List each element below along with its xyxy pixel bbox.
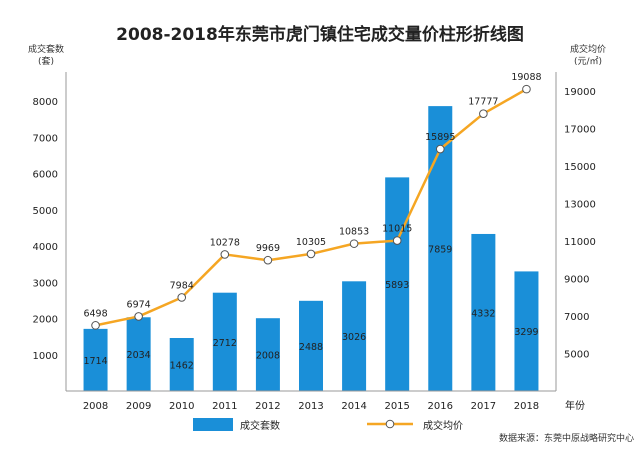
price-value-label: 10278 [210,237,240,248]
price-value-label: 7984 [170,280,194,291]
left-tick-label: 8000 [33,97,58,108]
right-axis-unit: (元/㎡) [574,56,602,67]
price-point [306,249,316,259]
legend-bar-label: 成交套数 [240,419,280,432]
bar [471,233,496,391]
right-tick-label: 17000 [564,124,596,135]
data-source: 数据来源：东莞中原战略研究中心 [499,432,634,444]
left-axis-ticks: 1000 2000 3000 4000 5000 6000 7000 8000 [33,97,58,362]
right-axis-ticks: 5000 7000 9000 11000 13000 15000 17000 19000 [564,87,596,361]
legend-bar-swatch [193,418,233,431]
bar [83,328,108,391]
x-axis-ticks: 2008 2009 2010 2011 2012 2013 2014 2015 2016 2017… [83,401,539,412]
bar [514,271,539,391]
price-line [95,88,528,327]
legend-line-marker [385,419,395,429]
x-tick-label: 2015 [384,401,409,412]
bar-series: 1714 2034 1462 2712 2008 2488 3026 5893 7859 4332… [83,106,539,391]
left-tick-label: 1000 [33,351,58,362]
x-tick-label: 2008 [83,401,108,412]
bar-value-label: 1462 [170,361,194,372]
bar-value-label: 4332 [471,308,495,319]
bar [212,292,237,391]
x-tick-label: 2013 [298,401,323,412]
left-axis-title: 成交套数 [28,43,64,55]
left-tick-label: 2000 [33,315,58,326]
price-point [349,239,359,248]
x-tick-label: 2014 [341,401,366,412]
price-value-label: 9969 [256,243,280,254]
x-tick-label: 2011 [212,401,237,412]
bar-value-label: 2034 [127,350,151,361]
left-tick-label: 5000 [33,206,58,217]
bar-value-label: 7859 [428,245,452,256]
x-tick-label: 2017 [471,401,496,412]
x-tick-label: 2016 [428,401,453,412]
bar-value-label: 2008 [256,351,280,362]
bar-value-label: 2488 [299,342,323,353]
bar-value-label: 1714 [83,356,107,367]
right-tick-label: 7000 [564,312,589,323]
bar [169,338,194,391]
bar [428,106,453,391]
left-axis-unit: (套) [38,55,54,67]
price-value-label: 15895 [425,132,455,143]
price-value-label: 10305 [296,237,326,248]
price-point [91,321,100,330]
price-point [177,293,187,302]
chart-title: 2008-2018年东莞市虎门镇住宅成交量价柱形折线图 [116,24,524,45]
x-tick-label: 2009 [126,401,151,412]
legend: 成交套数 成交均价 [193,418,463,432]
price-value-label: 19088 [511,72,541,83]
right-tick-label: 11000 [564,237,596,248]
bar [255,318,280,391]
bar-value-label: 3299 [514,327,538,338]
price-value-label: 6974 [127,299,151,310]
right-tick-label: 19000 [564,87,596,98]
bar-value-label: 3026 [342,332,366,343]
left-tick-label: 7000 [33,133,58,144]
price-point [479,109,488,119]
bar [342,281,367,391]
right-tick-label: 13000 [564,199,596,210]
bar [126,317,151,391]
left-tick-label: 3000 [33,278,58,289]
bar-value-label: 5893 [385,280,409,291]
price-value-label: 11015 [382,224,412,235]
x-tick-label: 2018 [514,401,539,412]
price-value-label: 6498 [83,308,107,319]
price-point [522,84,531,94]
price-value-label: 17777 [468,97,498,108]
legend-line-label: 成交均价 [423,419,463,432]
x-tick-label: 2012 [255,401,280,412]
price-value-label: 10853 [339,227,369,238]
x-axis-title: 年份 [565,399,585,412]
right-tick-label: 15000 [564,162,596,173]
bar [385,177,410,391]
right-tick-label: 9000 [564,274,589,285]
price-point [435,144,445,154]
left-tick-label: 4000 [33,242,58,253]
right-axis-title: 成交均价 [570,43,606,55]
x-tick-label: 2010 [169,401,194,412]
bar [299,300,323,391]
right-tick-label: 5000 [564,349,589,360]
price-point [220,250,230,259]
price-point [392,236,402,245]
price-point [134,312,143,321]
line-series: 6498 6974 7984 10278 9969 10305 10853 11015 1589… [83,72,542,330]
price-point [263,255,273,265]
bar-value-label: 2712 [213,338,237,349]
left-tick-label: 6000 [33,170,58,181]
